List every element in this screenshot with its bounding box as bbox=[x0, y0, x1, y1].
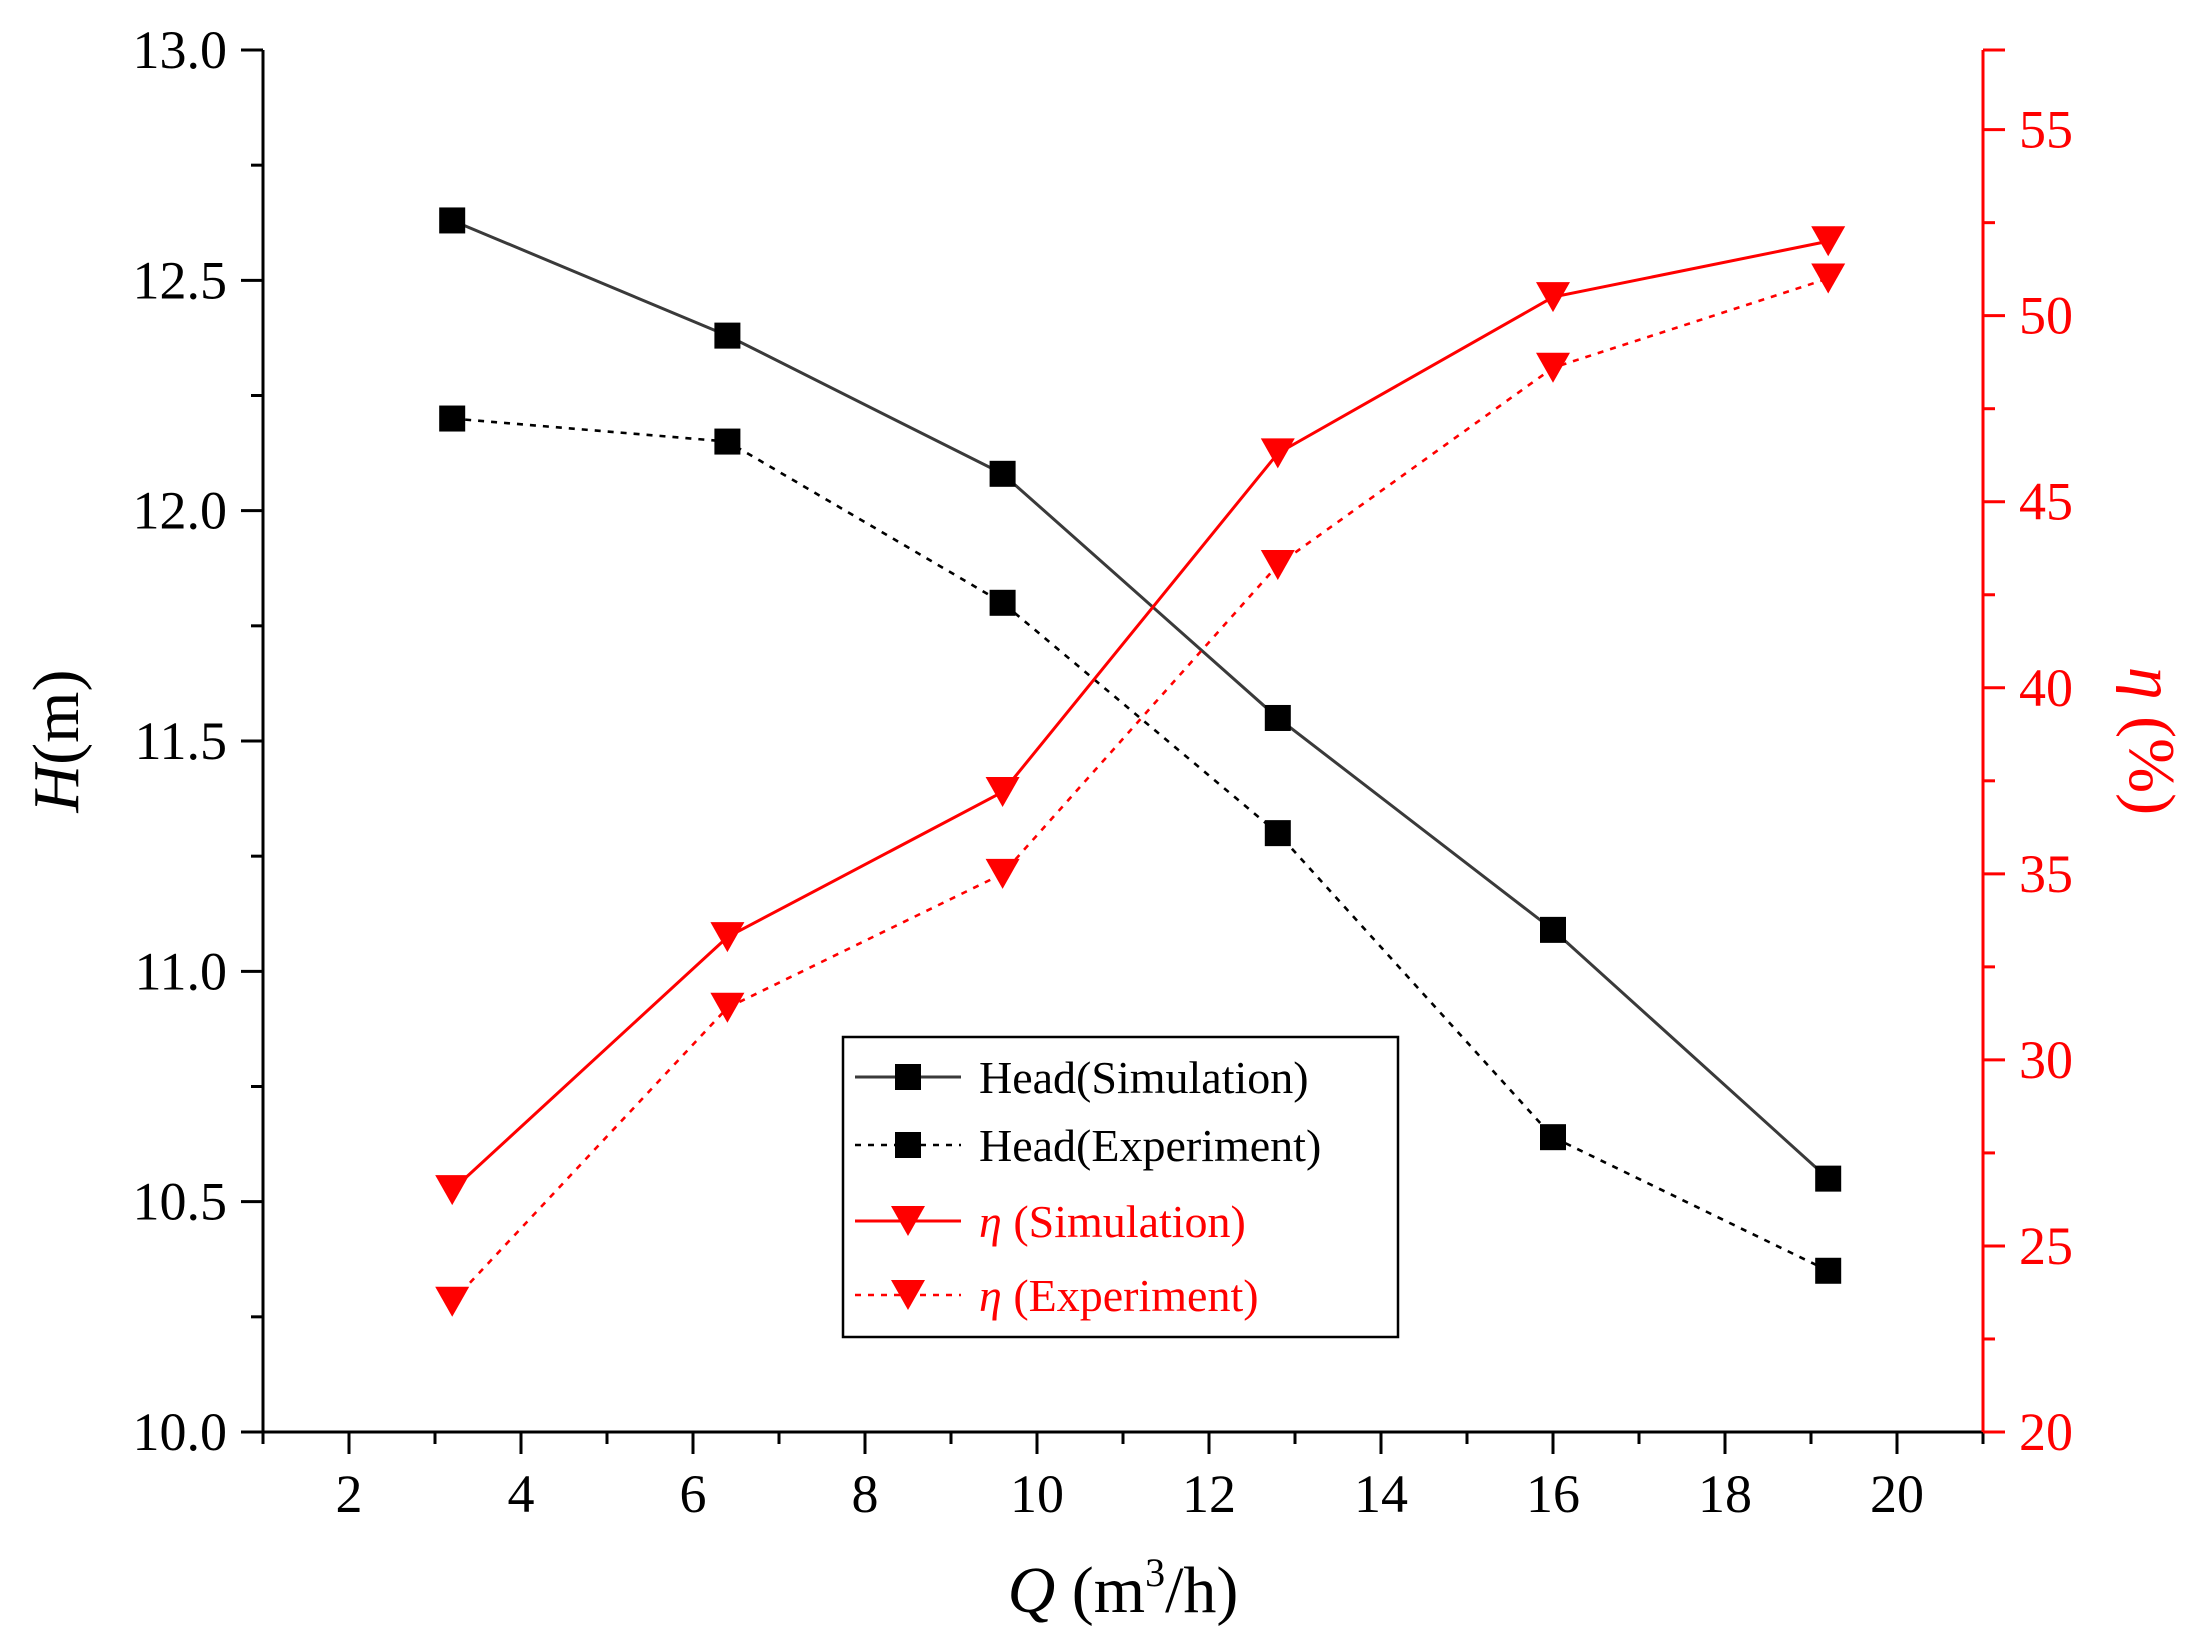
data-point-series-3 bbox=[1536, 352, 1570, 383]
x-tick-label: 10 bbox=[1010, 1464, 1064, 1524]
data-point-series-2 bbox=[1811, 226, 1846, 257]
x-tick-label: 2 bbox=[336, 1464, 363, 1524]
x-tick-label: 12 bbox=[1182, 1464, 1236, 1524]
data-point-series-2 bbox=[1536, 282, 1570, 313]
left-y-tick-label: 12.0 bbox=[133, 481, 228, 541]
data-point-series-0 bbox=[714, 322, 741, 349]
right-y-tick-label: 40 bbox=[2019, 658, 2073, 718]
right-y-tick-label: 50 bbox=[2019, 286, 2073, 346]
data-point-series-3 bbox=[985, 858, 1020, 889]
data-point-series-3 bbox=[435, 1286, 470, 1317]
left-y-tick-label: 13.0 bbox=[133, 20, 228, 80]
legend-marker bbox=[891, 1280, 925, 1310]
x-tick-label: 14 bbox=[1354, 1464, 1408, 1524]
series-line-2 bbox=[451, 239, 1829, 1192]
data-point-series-0 bbox=[1264, 704, 1291, 731]
legend-marker bbox=[895, 1132, 921, 1158]
data-point-series-0 bbox=[1815, 1165, 1842, 1192]
data-point-series-0 bbox=[439, 207, 466, 234]
right-y-tick-label: 30 bbox=[2019, 1030, 2073, 1090]
left-y-axis-title: H(m) bbox=[20, 670, 93, 814]
x-tick-label: 16 bbox=[1526, 1464, 1580, 1524]
legend-label: η (Experiment) bbox=[979, 1270, 1259, 1321]
right-y-tick-label: 25 bbox=[2019, 1216, 2073, 1276]
data-point-series-1 bbox=[1540, 1124, 1566, 1151]
data-point-series-2 bbox=[435, 1175, 470, 1206]
data-point-series-1 bbox=[714, 428, 741, 455]
data-point-series-1 bbox=[989, 589, 1016, 616]
data-point-series-2 bbox=[985, 776, 1020, 807]
legend-marker bbox=[891, 1206, 925, 1236]
left-y-tick-label: 12.5 bbox=[133, 250, 228, 310]
x-tick-label: 8 bbox=[852, 1464, 879, 1524]
legend-marker bbox=[895, 1064, 921, 1090]
right-y-tick-label: 35 bbox=[2019, 844, 2073, 904]
data-point-series-1 bbox=[1264, 820, 1291, 847]
data-point-series-2 bbox=[1260, 438, 1295, 469]
data-point-series-1 bbox=[1815, 1257, 1842, 1284]
data-point-series-3 bbox=[1811, 263, 1846, 294]
legend-label: Head(Experiment) bbox=[979, 1120, 1321, 1171]
data-point-series-0 bbox=[1540, 916, 1566, 943]
x-tick-label: 4 bbox=[508, 1464, 535, 1524]
series-line-3 bbox=[451, 277, 1829, 1303]
data-point-series-3 bbox=[710, 992, 745, 1023]
series-line-0 bbox=[451, 219, 1830, 1180]
legend-label: Head(Simulation) bbox=[979, 1052, 1309, 1103]
right-y-axis-title: η (%) bbox=[2115, 667, 2188, 815]
left-y-tick-label: 10.5 bbox=[133, 1172, 228, 1232]
left-y-tick-label: 11.5 bbox=[135, 711, 228, 771]
data-point-series-3 bbox=[1260, 549, 1295, 580]
left-y-tick-label: 11.0 bbox=[135, 941, 228, 1001]
left-y-tick-label: 10.0 bbox=[133, 1402, 228, 1462]
legend-box bbox=[841, 1035, 1400, 1339]
x-tick-label: 18 bbox=[1698, 1464, 1752, 1524]
data-point-series-1 bbox=[439, 405, 466, 432]
x-axis-title: Q (m3/h) bbox=[1008, 1550, 1239, 1627]
data-point-series-0 bbox=[989, 460, 1016, 487]
data-point-series-2 bbox=[710, 922, 745, 953]
right-y-tick-label: 45 bbox=[2019, 472, 2073, 532]
right-y-tick-label: 20 bbox=[2019, 1402, 2073, 1462]
x-tick-label: 20 bbox=[1870, 1464, 1924, 1524]
legend-label: η (Simulation) bbox=[979, 1196, 1246, 1247]
x-tick-label: 6 bbox=[680, 1464, 707, 1524]
right-y-tick-label: 55 bbox=[2019, 100, 2073, 160]
